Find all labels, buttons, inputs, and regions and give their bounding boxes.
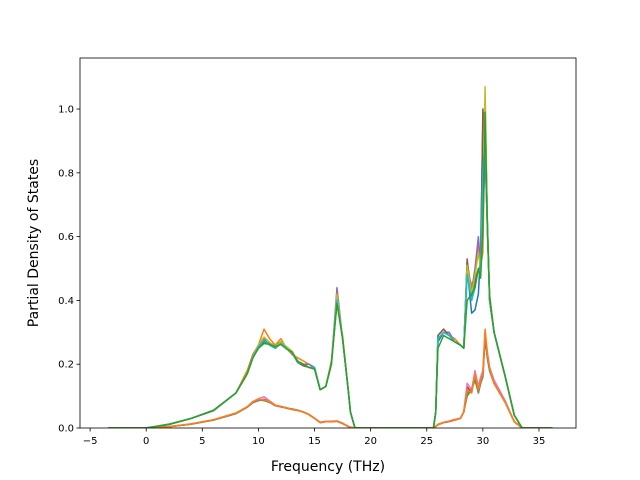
y-tick-label: 0.0	[58, 424, 74, 435]
series-line-12	[108, 111, 553, 428]
x-tick-label: 5	[199, 436, 205, 447]
x-axis-label: Frequency (THz)	[271, 459, 385, 475]
x-tick-label: 15	[308, 436, 321, 447]
y-tick-label: 0.6	[58, 232, 74, 243]
x-axis-ticks: −5 0 5 10 15 20 25 30 35	[83, 428, 546, 447]
x-tick-label: 20	[364, 436, 377, 447]
y-tick-label: 0.4	[58, 296, 74, 307]
series-layer	[108, 85, 553, 428]
y-tick-label: 0.8	[58, 168, 74, 179]
x-tick-label: −5	[83, 436, 98, 447]
x-tick-label: 30	[476, 436, 489, 447]
series-line-11	[108, 328, 553, 428]
x-tick-label: 25	[420, 436, 433, 447]
y-tick-label: 1.0	[58, 105, 74, 116]
plot-frame	[79, 57, 577, 429]
y-tick-label: 0.2	[58, 360, 74, 371]
y-axis-label: Partial Density of States	[26, 159, 42, 327]
x-tick-label: 10	[252, 436, 265, 447]
x-tick-label: 0	[143, 436, 149, 447]
x-tick-label: 35	[533, 436, 546, 447]
y-axis-ticks: 0.0 0.2 0.4 0.6 0.8 1.0	[58, 105, 80, 435]
